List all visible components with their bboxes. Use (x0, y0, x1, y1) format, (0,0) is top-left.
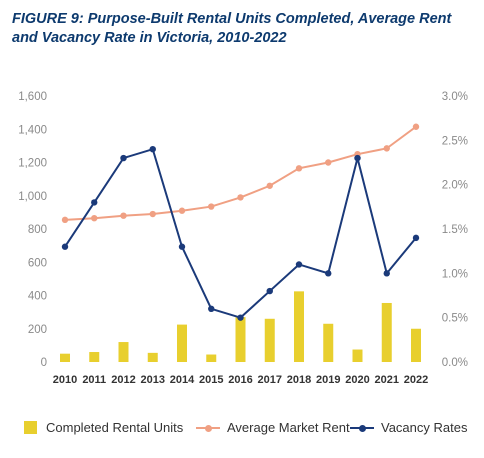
left-tick-label: 1,400 (18, 124, 47, 136)
legend: Completed Rental Units Average Market Re… (0, 412, 484, 442)
vacancy-point (149, 146, 156, 153)
legend-swatch-vacancy (350, 421, 374, 434)
bar (89, 352, 100, 362)
legend-label-vacancy-rates: Vacancy Rates (381, 420, 468, 435)
vacancy-point (237, 314, 244, 321)
rent-line-path (64, 125, 417, 221)
x-tick-label: 2019 (316, 374, 340, 386)
line-series-vacancy-rates (61, 146, 420, 321)
rent-point (237, 194, 244, 201)
left-tick-label: 1,200 (18, 158, 47, 170)
legend-swatch-rent (196, 421, 220, 434)
bar (206, 354, 217, 362)
x-tick-label: 2012 (111, 374, 135, 386)
line-series-average-rent (61, 123, 420, 224)
right-axis: 0.0% 0.5% 1.0% 1.5% 2.0% 2.5% 3.0% (442, 91, 468, 369)
x-tick-label: 2021 (375, 374, 399, 386)
right-tick-label: 2.5% (442, 135, 468, 147)
left-tick-label: 800 (28, 224, 47, 236)
right-tick-label: 3.0% (442, 91, 468, 103)
bar (381, 302, 392, 362)
left-tick-label: 600 (28, 257, 47, 269)
rent-point (178, 207, 186, 214)
legend-item-vacancy-rates: Vacancy Rates (350, 420, 467, 435)
bar-series-completed-units (60, 291, 421, 362)
x-axis: 2010 2011 2012 2013 2014 2015 2016 2017 2018 2019… (53, 374, 428, 386)
x-tick-label: 2016 (228, 374, 252, 386)
x-tick-label: 2010 (53, 374, 77, 386)
rent-point (91, 214, 98, 222)
left-axis: 0 200 400 600 800 1,000 1,200 1,400 1,600 (18, 91, 47, 369)
rent-point (412, 123, 420, 130)
bar (352, 349, 363, 362)
vacancy-point (295, 261, 303, 268)
bar (323, 323, 334, 362)
vacancy-point (120, 154, 127, 162)
rent-point (325, 159, 332, 166)
legend-swatch-bar (24, 421, 37, 434)
left-tick-label: 1,000 (18, 191, 47, 203)
x-tick-label: 2011 (82, 374, 106, 386)
rent-point (208, 203, 215, 210)
left-tick-label: 200 (28, 324, 47, 336)
vacancy-point (383, 270, 390, 277)
rent-point (61, 216, 69, 224)
x-tick-label: 2022 (404, 374, 428, 386)
bar (235, 317, 246, 362)
x-tick-label: 2020 (345, 374, 369, 386)
vacancy-line-path (64, 147, 417, 319)
bar (118, 342, 129, 362)
vacancy-point (412, 234, 420, 242)
rent-point (295, 165, 303, 172)
vacancy-point (325, 270, 332, 277)
left-tick-label: 1,600 (18, 91, 47, 103)
x-tick-label: 2015 (199, 374, 223, 386)
rent-point (266, 182, 273, 189)
chart-title: FIGURE 9: Purpose-Built Rental Units Com… (12, 11, 452, 46)
vacancy-point (354, 154, 361, 162)
bar (147, 352, 158, 362)
right-tick-label: 0.5% (442, 313, 468, 325)
right-tick-label: 2.0% (442, 180, 468, 192)
right-tick-label: 1.5% (442, 224, 468, 236)
vacancy-point (61, 243, 69, 250)
left-tick-label: 0 (41, 357, 47, 369)
rent-point (383, 145, 390, 152)
legend-label-completed-units: Completed Rental Units (46, 420, 184, 435)
right-tick-label: 0.0% (442, 357, 468, 369)
left-tick-label: 400 (28, 291, 47, 303)
x-tick-label: 2018 (287, 374, 311, 386)
x-tick-label: 2017 (258, 374, 282, 386)
bar (264, 318, 275, 362)
vacancy-point (178, 243, 186, 250)
x-tick-label: 2013 (141, 374, 165, 386)
vacancy-point (208, 305, 215, 312)
bar (177, 324, 187, 362)
legend-item-average-rent: Average Market Rent (196, 420, 350, 435)
right-tick-label: 1.0% (442, 268, 468, 280)
vacancy-point (91, 199, 98, 206)
rent-point (149, 210, 156, 218)
legend-item-completed-units: Completed Rental Units (24, 420, 183, 435)
vacancy-point (266, 287, 273, 295)
bar (294, 291, 304, 362)
x-tick-label: 2014 (170, 374, 195, 386)
bar (411, 328, 421, 362)
rent-point (120, 212, 127, 219)
legend-label-average-rent: Average Market Rent (227, 420, 350, 435)
bar (60, 353, 70, 362)
